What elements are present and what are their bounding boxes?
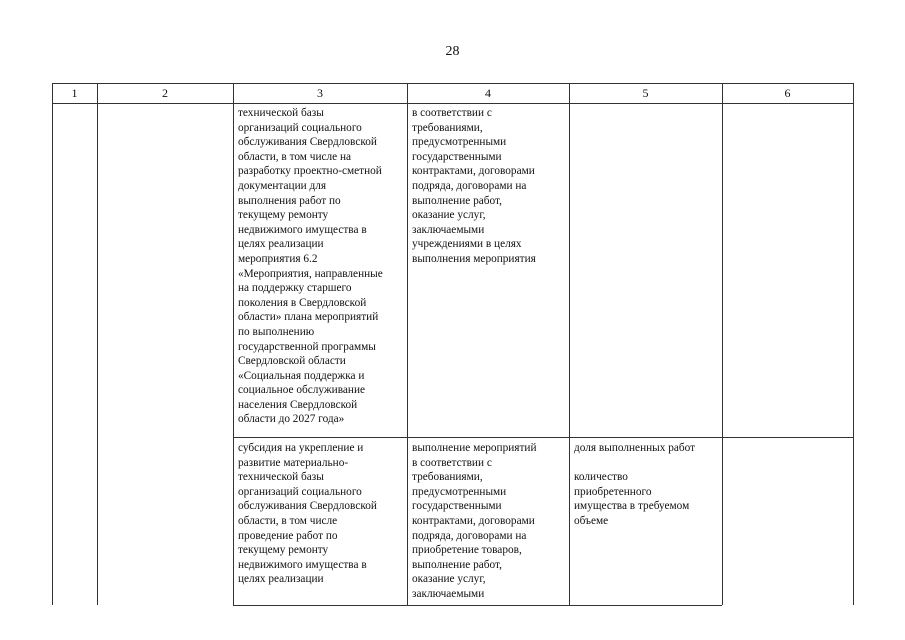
col-line	[722, 83, 723, 605]
row-divider	[233, 437, 854, 438]
header-col-6: 6	[784, 86, 791, 100]
header-col-4: 4	[485, 86, 491, 100]
row2-col5: доля выполненных работ количество приобр…	[574, 442, 696, 527]
header-divider	[52, 103, 854, 104]
row1-col3: технической базы организаций социального…	[238, 107, 383, 426]
page-number: 28	[445, 44, 460, 59]
table-border-top	[52, 83, 854, 84]
header-col-3: 3	[317, 86, 323, 100]
row2-col4: выполнение мероприятий в соответствии с …	[412, 442, 537, 600]
col-line	[853, 83, 854, 605]
row-bottom	[233, 605, 722, 606]
col-line	[569, 83, 570, 605]
col-line	[407, 83, 408, 605]
col-line	[233, 83, 234, 605]
header-col-1: 1	[71, 86, 78, 100]
header-col-5: 5	[642, 86, 649, 100]
header-col-2: 2	[162, 86, 168, 100]
col-line	[52, 83, 53, 605]
row1-col4: в соответствии с требованиями, предусмот…	[412, 107, 536, 265]
col-line	[97, 83, 98, 605]
row2-col3: субсидия на укрепление и развитие матери…	[238, 442, 377, 586]
